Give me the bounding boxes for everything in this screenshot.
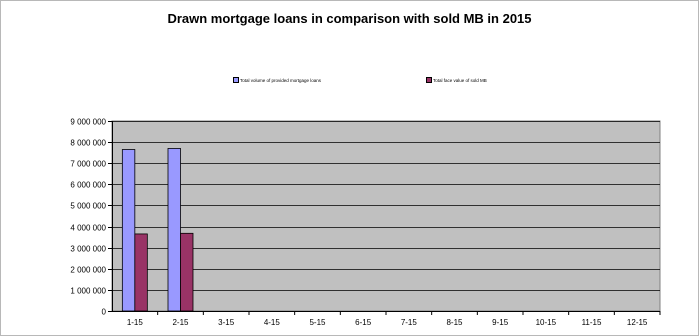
x-tick-label: 7-15: [401, 318, 418, 327]
y-tick-label: 1 000 000: [70, 287, 106, 296]
legend-swatch-mb: [426, 77, 432, 83]
y-tick-label: 6 000 000: [70, 181, 106, 190]
bar-mortgage-loans: [167, 148, 181, 312]
y-tick-label: 9 000 000: [70, 118, 106, 127]
x-tick-label: 9-15: [492, 318, 509, 327]
y-tick-label: 5 000 000: [70, 202, 106, 211]
x-tick-label: 5-15: [309, 318, 326, 327]
bar-sold-mb: [180, 232, 194, 312]
chart-legend: Total volume of provided mortgage loans …: [0, 77, 699, 89]
legend-item-mb: Total face value of sold MB: [426, 77, 487, 83]
x-tick-label: 2-15: [172, 318, 189, 327]
legend-label-loans: Total volume of provided mortgage loans: [240, 77, 322, 83]
legend-swatch-loans: [233, 77, 239, 83]
plot-area: [111, 120, 661, 312]
y-tick-label: 2 000 000: [70, 266, 106, 275]
x-tick-label: 1-15: [127, 318, 144, 327]
chart-title: Drawn mortgage loans in comparison with …: [167, 11, 532, 26]
x-tick-label: 6-15: [355, 318, 372, 327]
x-tick-label: 11-15: [582, 318, 602, 327]
y-tick-label: 8 000 000: [70, 139, 106, 148]
y-tick-label: 0: [102, 308, 107, 317]
x-tick-label: 3-15: [218, 318, 235, 327]
x-tick-label: 8-15: [446, 318, 463, 327]
legend-item-loans: Total volume of provided mortgage loans: [233, 77, 321, 83]
bar-mortgage-loans: [121, 149, 136, 312]
y-tick-label: 7 000 000: [70, 160, 106, 169]
y-tick-label: 3 000 000: [70, 245, 106, 254]
x-tick-label: 10-15: [536, 318, 557, 327]
x-tick-label: 4-15: [264, 318, 281, 327]
x-tick-label: 12-15: [627, 318, 648, 327]
y-tick-label: 4 000 000: [70, 224, 106, 233]
legend-label-mb: Total face value of sold MB: [433, 77, 487, 83]
bar-sold-mb: [134, 233, 148, 312]
